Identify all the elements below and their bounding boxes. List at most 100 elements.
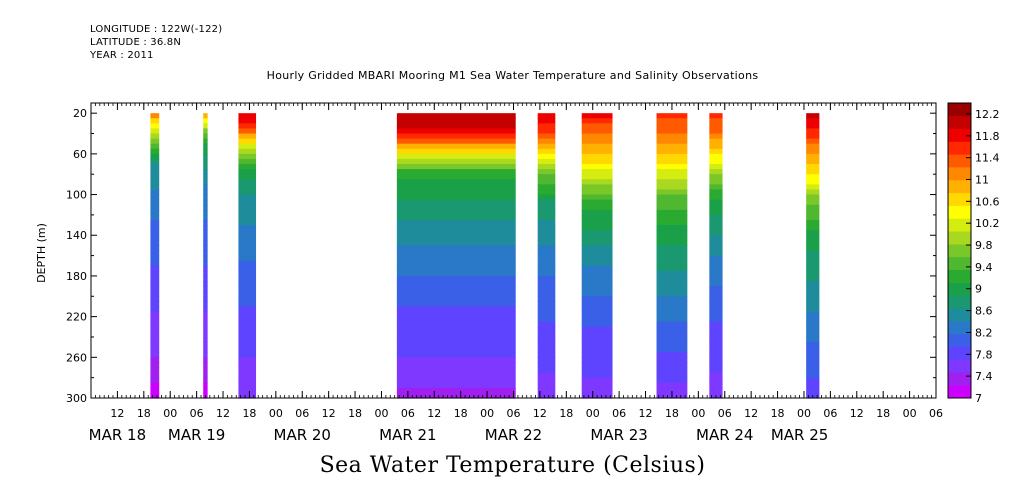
data-cell [203, 352, 208, 358]
colorbar-label: 7 [975, 392, 982, 405]
data-cell [203, 286, 208, 292]
data-cell [709, 347, 723, 353]
data-cell [203, 342, 208, 348]
data-cell [656, 265, 688, 272]
data-cell [709, 113, 723, 119]
data-cell [537, 326, 556, 333]
data-cell [238, 270, 257, 277]
data-cell [709, 158, 723, 165]
x-tick-label: 12 [216, 407, 230, 420]
data-cell [238, 321, 257, 328]
data-cell [581, 336, 613, 343]
data-cell [581, 286, 613, 292]
data-cell [537, 164, 556, 170]
data-cell [806, 270, 820, 277]
data-cell [150, 357, 160, 363]
data-cell [656, 148, 688, 155]
data-cell [238, 113, 257, 119]
data-cell [238, 362, 257, 369]
colorbar-swatch [948, 308, 971, 322]
data-cell [203, 179, 208, 185]
variable-label: Sea Water Temperature (Celsius) [319, 453, 706, 478]
data-cell [581, 311, 613, 318]
x-tick-label: 12 [850, 407, 864, 420]
data-cell [656, 352, 688, 358]
data-cell [150, 179, 160, 185]
data-cell [656, 118, 688, 124]
x-date-label: MAR 20 [274, 426, 331, 444]
colorbar-swatch [948, 385, 971, 399]
data-cell [396, 321, 516, 328]
data-cell [537, 204, 556, 211]
data-cell [709, 265, 723, 272]
data-cell [656, 138, 688, 145]
data-cell [656, 306, 688, 313]
data-cell [238, 372, 257, 379]
data-cell [806, 245, 820, 252]
data-cell [709, 128, 723, 135]
x-tick-label: 00 [691, 407, 705, 420]
data-cell [203, 367, 208, 374]
data-cell [150, 143, 160, 150]
data-cell [656, 311, 688, 318]
data-cell [656, 230, 688, 236]
data-cell [656, 143, 688, 150]
data-cell [537, 260, 556, 267]
data-cell [656, 214, 688, 221]
data-cell [656, 133, 688, 140]
data-cell [581, 174, 613, 180]
data-cell [537, 230, 556, 236]
data-cell [581, 245, 613, 252]
data-cell [203, 270, 208, 277]
data-cell [396, 336, 516, 343]
data-cell [396, 113, 516, 119]
data-cell [656, 245, 688, 252]
data-cell [581, 331, 613, 338]
data-cell [396, 235, 516, 241]
data-cell [806, 382, 820, 389]
data-cell [806, 301, 820, 308]
data-cell [806, 281, 820, 287]
data-cell [806, 377, 820, 384]
data-cell [537, 245, 556, 252]
colorbar-swatch [948, 333, 971, 347]
data-cell [396, 184, 516, 191]
data-cell [203, 209, 208, 216]
data-cell [537, 372, 556, 379]
colorbar-swatch [948, 269, 971, 283]
data-cell [203, 169, 208, 175]
y-tick-label: 100 [66, 189, 87, 202]
colorbar-swatch [948, 372, 971, 386]
data-cell [238, 184, 257, 191]
data-cell [709, 174, 723, 180]
data-cell [581, 214, 613, 221]
y-tick-label: 220 [66, 311, 87, 324]
colorbar-label: 11.8 [975, 130, 1000, 143]
colorbar-label: 11.4 [975, 152, 1000, 165]
data-cell [537, 255, 556, 262]
data-cell [581, 194, 613, 201]
data-segment [581, 113, 613, 399]
data-cell [203, 275, 208, 282]
data-segment [656, 113, 688, 399]
colorbar-swatch [948, 346, 971, 360]
data-cell [806, 291, 820, 297]
data-cell [396, 118, 516, 124]
data-cell [656, 291, 688, 297]
data-cell [537, 362, 556, 369]
data-cell [537, 214, 556, 221]
data-cell [537, 113, 556, 119]
year-label: YEAR : 2011 [90, 50, 154, 61]
data-cell [203, 377, 208, 384]
data-cell [238, 255, 257, 262]
data-cell [537, 174, 556, 180]
data-cell [709, 362, 723, 369]
data-cell [581, 377, 613, 384]
data-cell [709, 316, 723, 323]
data-cell [581, 138, 613, 145]
data-cell [203, 291, 208, 297]
data-cell [150, 367, 160, 374]
data-cell [656, 377, 688, 384]
data-cell [203, 113, 208, 119]
data-cell [709, 311, 723, 318]
